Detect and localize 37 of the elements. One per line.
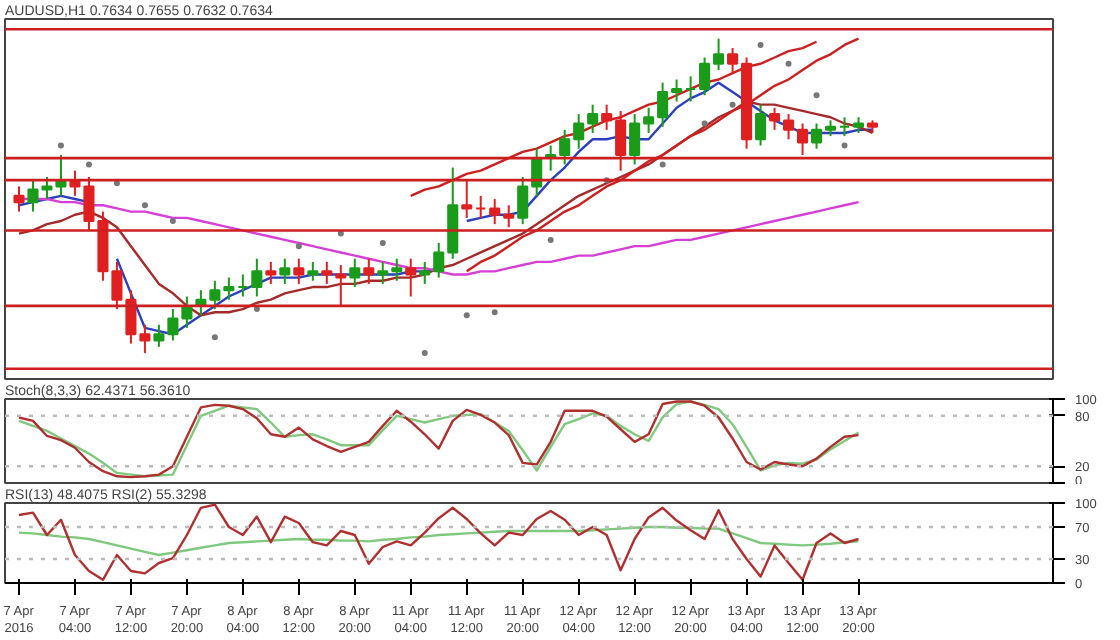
point xyxy=(169,218,176,225)
candlestick xyxy=(13,185,25,213)
point xyxy=(785,60,792,67)
point xyxy=(491,309,498,316)
point xyxy=(421,350,428,357)
line-series xyxy=(17,525,860,557)
point xyxy=(701,120,708,127)
candlestick xyxy=(461,179,473,219)
point xyxy=(659,161,666,168)
candlestick xyxy=(237,273,249,298)
point xyxy=(113,180,120,187)
candlestick xyxy=(349,257,361,289)
candlestick xyxy=(405,257,417,298)
candlestick xyxy=(755,103,767,147)
point xyxy=(211,334,218,341)
point xyxy=(253,306,260,313)
point xyxy=(813,92,820,99)
point xyxy=(57,142,64,149)
point xyxy=(547,236,554,243)
candlestick xyxy=(475,194,487,219)
candlestick xyxy=(265,260,277,285)
candlestick xyxy=(251,257,263,298)
point xyxy=(85,161,92,168)
point xyxy=(757,41,764,48)
candlestick xyxy=(685,75,697,103)
point xyxy=(841,142,848,149)
candlestick xyxy=(279,257,291,285)
point xyxy=(379,240,386,247)
candlestick xyxy=(307,260,319,282)
point xyxy=(729,101,736,108)
point xyxy=(463,312,470,319)
line-series xyxy=(17,503,860,581)
candlestick xyxy=(838,116,851,138)
point xyxy=(295,243,302,250)
candlestick xyxy=(363,257,375,285)
point xyxy=(141,202,148,209)
candlestick xyxy=(293,257,305,285)
